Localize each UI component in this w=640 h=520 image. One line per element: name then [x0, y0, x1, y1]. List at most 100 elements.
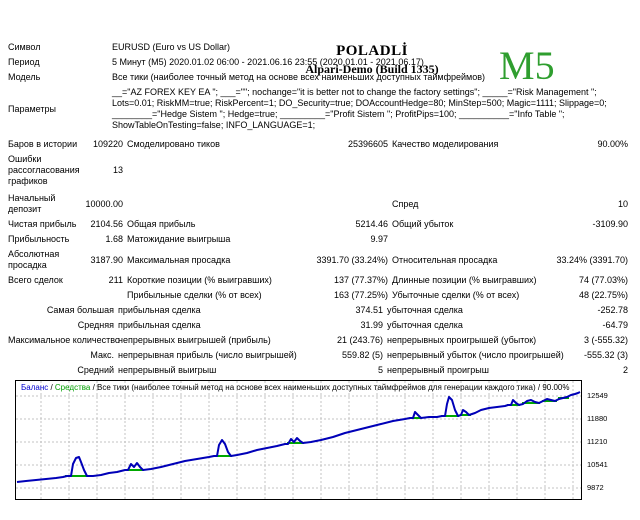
parameters-label: Параметры [8, 103, 56, 114]
max-count-label: Максимальное количество [8, 335, 120, 345]
model-row: Модель Все тики (наиболее точный метод н… [8, 70, 628, 85]
avg-series-row: Средний непрерывный выигрыш 5 непрерывны… [8, 363, 628, 378]
deposit-value: 10000.00 [85, 198, 123, 209]
results-stats-table: Начальный депозит 10000.00 Спред 10 Чист… [8, 191, 628, 303]
net-profit-row: Чистая прибыль 2104.56 Общая прибыль 521… [8, 217, 628, 232]
total-trades-row: Всего сделок 211 Короткие позиции (% выи… [8, 273, 628, 288]
y-axis-tick-label: 11210 [587, 437, 608, 446]
average-trade-row: Средняя прибыльная сделка 31.99 убыточна… [8, 318, 628, 333]
rel-dd-label: Относительная просадка [392, 254, 498, 265]
largest-loss-label: убыточная сделка [387, 305, 463, 315]
model-value: Все тики (наиболее точный метод на основ… [112, 72, 485, 82]
y-axis-tick-label: 10541 [587, 460, 608, 469]
parameters-value: __="AZ FOREX KEY EA "; ___=""; nochange=… [112, 87, 607, 130]
max-cons-loss-value: -555.32 (3) [583, 350, 628, 360]
largest-loss-value: -252.78 [597, 305, 628, 315]
max-dd-value: 3391.70 (33.24%) [316, 254, 388, 265]
max-cons-profit-value: 559.82 (5) [341, 350, 383, 360]
symbol-label: Символ [8, 42, 41, 52]
quality-value: 90.00% [597, 139, 628, 149]
legend-separator: / [535, 383, 543, 392]
report-subtitle: Alpari-Demo (Build 1335) [305, 62, 439, 76]
max-label: Макс. [90, 350, 114, 360]
largest-profit-value: 374.51 [355, 305, 383, 315]
profit-factor-row: Прибыльность 1.68 Матожидание выигрыша 9… [8, 232, 628, 247]
profit-trades-value: 163 (77.25%) [333, 290, 388, 300]
bars-row: Баров в истории 109220 Смоделировано тик… [8, 137, 628, 152]
deposit-label: Начальный депозит [8, 193, 56, 214]
symbol-value: EURUSD (Euro vs US Dollar) [112, 42, 231, 52]
avg-profit-value: 31.99 [360, 320, 383, 330]
backtest-report: { "header": { "title": "POLADLİ", "subti… [0, 40, 640, 520]
balance-chart-plot [15, 380, 582, 500]
largest-label: Самая большая [46, 305, 114, 315]
bars-label: Баров в истории [8, 139, 78, 149]
spread-value: 10 [617, 198, 628, 209]
abs-dd-label: Абсолютная просадка [8, 249, 60, 270]
gross-profit-value: 5214.46 [355, 219, 388, 229]
mismatch-value: 13 [112, 165, 123, 175]
rel-dd-value: 33.24% (3391.70) [556, 254, 628, 265]
test-settings-table: Символ EURUSD (Euro vs US Dollar) Период… [8, 40, 628, 133]
total-trades-label: Всего сделок [8, 275, 63, 285]
mismatch-row: Ошибки рассогласования графиков 13 [8, 152, 628, 189]
max-cons-loss-label: непрерывный убыток (число проигрышей) [387, 350, 564, 360]
avg-series-label: Средний [77, 365, 114, 375]
expected-payoff-label: Матожидание выигрыша [127, 234, 231, 244]
short-positions-value: 137 (77.37%) [333, 275, 388, 285]
max-dd-label: Максимальная просадка [127, 254, 231, 265]
short-positions-label: Короткие позиции (% выигравших) [127, 275, 272, 285]
avg-loss-label: убыточная сделка [387, 320, 463, 330]
trade-extremes-table: Самая большая прибыльная сделка 374.51 у… [8, 303, 628, 378]
report-header: POLADLİ Alpari-Demo (Build 1335) [112, 43, 632, 77]
y-axis-tick-label: 11880 [587, 414, 608, 423]
balance-line [16, 391, 581, 483]
chart-legend: Баланс / Средства / Все тики (наиболее т… [21, 383, 569, 392]
modelling-stats-table: Баров в истории 109220 Смоделировано тик… [8, 137, 628, 189]
spread-label: Спред [392, 198, 419, 209]
legend-balance: Баланс [21, 383, 49, 392]
period-label: Период [8, 57, 40, 67]
max-losses-value: 3 (-555.32) [583, 335, 628, 345]
report-title: POLADLİ [336, 43, 408, 59]
max-losses-label: непрерывных проигрышей (убыток) [387, 335, 537, 345]
max-count-row: Максимальное количество непрерывных выиг… [8, 333, 628, 348]
legend-separator: / [90, 383, 98, 392]
max-consecutive-row: Макс. непрерывная прибыль (число выигрыш… [8, 348, 628, 363]
gross-profit-label: Общая прибыль [127, 219, 196, 229]
mismatch-label: Ошибки рассогласования графиков [8, 154, 80, 186]
balance-chart: Баланс / Средства / Все тики (наиболее т… [15, 380, 640, 500]
largest-trade-row: Самая большая прибыльная сделка 374.51 у… [8, 303, 628, 318]
avg-profit-label: прибыльная сделка [118, 320, 201, 330]
abs-dd-value: 3187.90 [90, 254, 123, 265]
bars-value: 109220 [92, 139, 123, 149]
y-axis-tick-label: 12549 [587, 391, 608, 400]
drawdown-row: Абсолютная просадка 3187.90 Максимальная… [8, 247, 628, 273]
avg-win-series-label: непрерывный выигрыш [118, 365, 217, 375]
profit-factor-value: 1.68 [105, 234, 123, 244]
avg-win-series-value: 5 [377, 365, 383, 375]
net-profit-label: Чистая прибыль [8, 219, 77, 229]
legend-separator: / [48, 383, 55, 392]
avg-loss-value: -64.79 [602, 320, 628, 330]
profit-factor-label: Прибыльность [8, 234, 70, 244]
timeframe-badge: M5 [499, 43, 555, 88]
equity-segments [65, 397, 569, 477]
average-label: Средняя [77, 320, 114, 330]
long-positions-label: Длинные позиции (% выигравших) [392, 275, 537, 285]
gross-loss-label: Общий убыток [392, 219, 454, 229]
largest-profit-label: прибыльная сделка [118, 305, 201, 315]
net-profit-value: 2104.56 [90, 219, 123, 229]
ticks-label: Смоделировано тиков [127, 139, 220, 149]
profit-loss-trades-row: Прибыльные сделки (% от всех) 163 (77.25… [8, 288, 628, 303]
avg-loss-series-label: непрерывный проигрыш [387, 365, 489, 375]
symbol-row: Символ EURUSD (Euro vs US Dollar) [8, 40, 628, 55]
profit-trades-label: Прибыльные сделки (% от всех) [127, 290, 262, 300]
expected-payoff-value: 9.97 [370, 234, 388, 244]
legend-equity: Средства [54, 383, 91, 392]
loss-trades-value: 48 (22.75%) [578, 290, 628, 300]
gross-loss-value: -3109.90 [592, 219, 628, 229]
ticks-value: 25396605 [347, 139, 388, 149]
max-wins-label: непрерывных выигрышей (прибыль) [118, 335, 271, 345]
deposit-row: Начальный депозит 10000.00 Спред 10 [8, 191, 628, 217]
